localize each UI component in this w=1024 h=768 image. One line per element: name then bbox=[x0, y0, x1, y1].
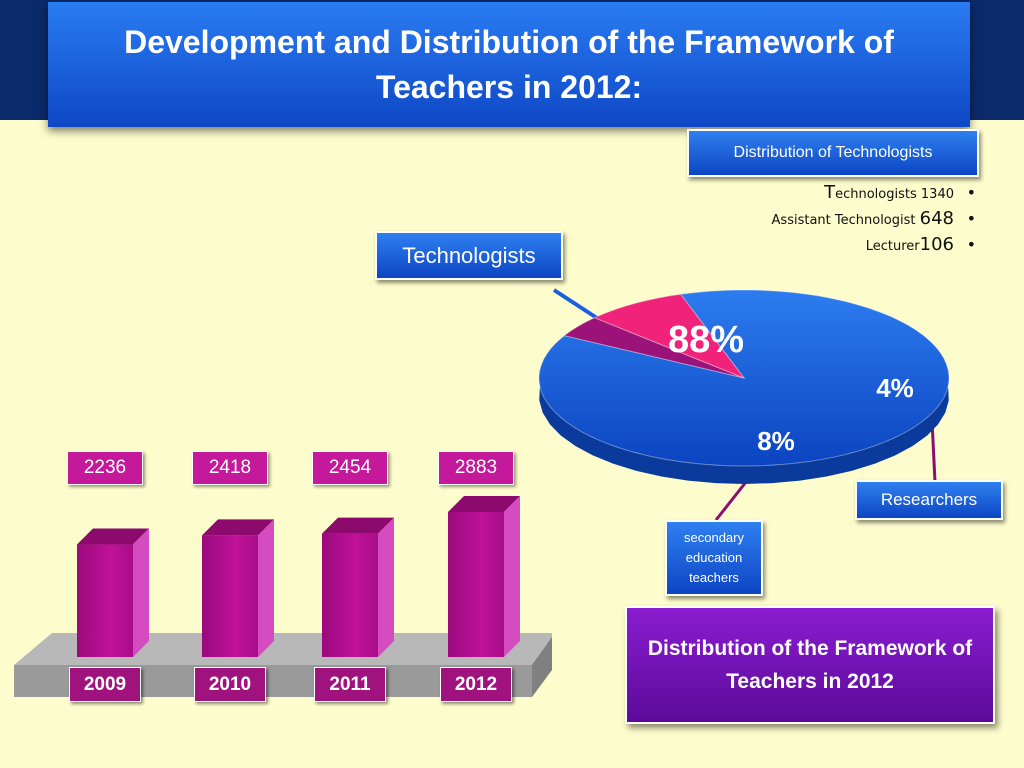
bar-2012 bbox=[448, 496, 520, 657]
bullet-icon: • bbox=[966, 235, 976, 254]
researchers-leader bbox=[930, 419, 937, 483]
pie-slice-label: 8% bbox=[757, 426, 795, 456]
item-value: 1340 bbox=[920, 187, 954, 202]
bullet-icon: • bbox=[966, 183, 976, 202]
bar-year-label: 2010 bbox=[194, 667, 266, 702]
technologist-list: Technologists 1340 • Assistant Technologi… bbox=[772, 180, 976, 258]
bar-year-label: 2011 bbox=[314, 667, 386, 702]
framework-box-text: Distribution of the Framework of Teacher… bbox=[647, 637, 973, 693]
item-value: 648 bbox=[919, 208, 954, 229]
item-value: 106 bbox=[919, 234, 954, 255]
heading-text: Distribution of Technologists bbox=[733, 144, 933, 161]
secondary-label-text: secondary education teachers bbox=[684, 530, 744, 585]
researchers-label: Researchers bbox=[855, 480, 1003, 520]
bullet-icon: • bbox=[966, 209, 976, 228]
pie-slice-technologists bbox=[538, 289, 950, 467]
bar-year-label: 2012 bbox=[440, 667, 512, 702]
technologists-label-text: Technologists bbox=[402, 242, 536, 268]
bar-value-label: 2236 bbox=[67, 451, 143, 485]
secondary-teachers-label: secondary education teachers bbox=[665, 520, 763, 596]
pie-chart: 88% 4% 8% bbox=[538, 289, 950, 484]
technologists-leader bbox=[552, 288, 602, 322]
item-label: Lecturer bbox=[865, 239, 920, 254]
researchers-label-text: Researchers bbox=[880, 490, 978, 509]
item-label: echnologists bbox=[835, 187, 917, 202]
bar-value-label: 2454 bbox=[312, 451, 388, 485]
pie-slice-label: 4% bbox=[876, 373, 914, 403]
bar-value-label: 2418 bbox=[192, 451, 268, 485]
title-banner: Development and Distribution of the Fram… bbox=[48, 2, 970, 127]
item-label: Assistant Technologist bbox=[771, 213, 916, 228]
bar-2009 bbox=[77, 528, 149, 657]
item-initial: T bbox=[824, 182, 836, 203]
pie-slice-researchers bbox=[563, 317, 745, 379]
list-item: Assistant Technologist 648 • bbox=[772, 206, 976, 232]
framework-distribution-box: Distribution of the Framework of Teacher… bbox=[625, 606, 995, 724]
distribution-technologists-heading: Distribution of Technologists bbox=[687, 129, 979, 177]
bar-2011 bbox=[322, 517, 394, 657]
list-item: Technologists 1340 • bbox=[772, 180, 976, 206]
technologists-label: Technologists bbox=[375, 231, 563, 280]
pie-slice-label: 88% bbox=[668, 319, 744, 361]
bar-2010 bbox=[202, 519, 274, 657]
bar-group bbox=[77, 496, 520, 657]
bar-year-label: 2009 bbox=[69, 667, 141, 702]
secondary-leader bbox=[714, 481, 748, 521]
bar-value-label: 2883 bbox=[438, 451, 514, 485]
pie-slice-secondary-education-teachers bbox=[593, 293, 746, 380]
page-title: Development and Distribution of the Fram… bbox=[124, 23, 894, 105]
list-item: Lecturer106 • bbox=[772, 232, 976, 258]
